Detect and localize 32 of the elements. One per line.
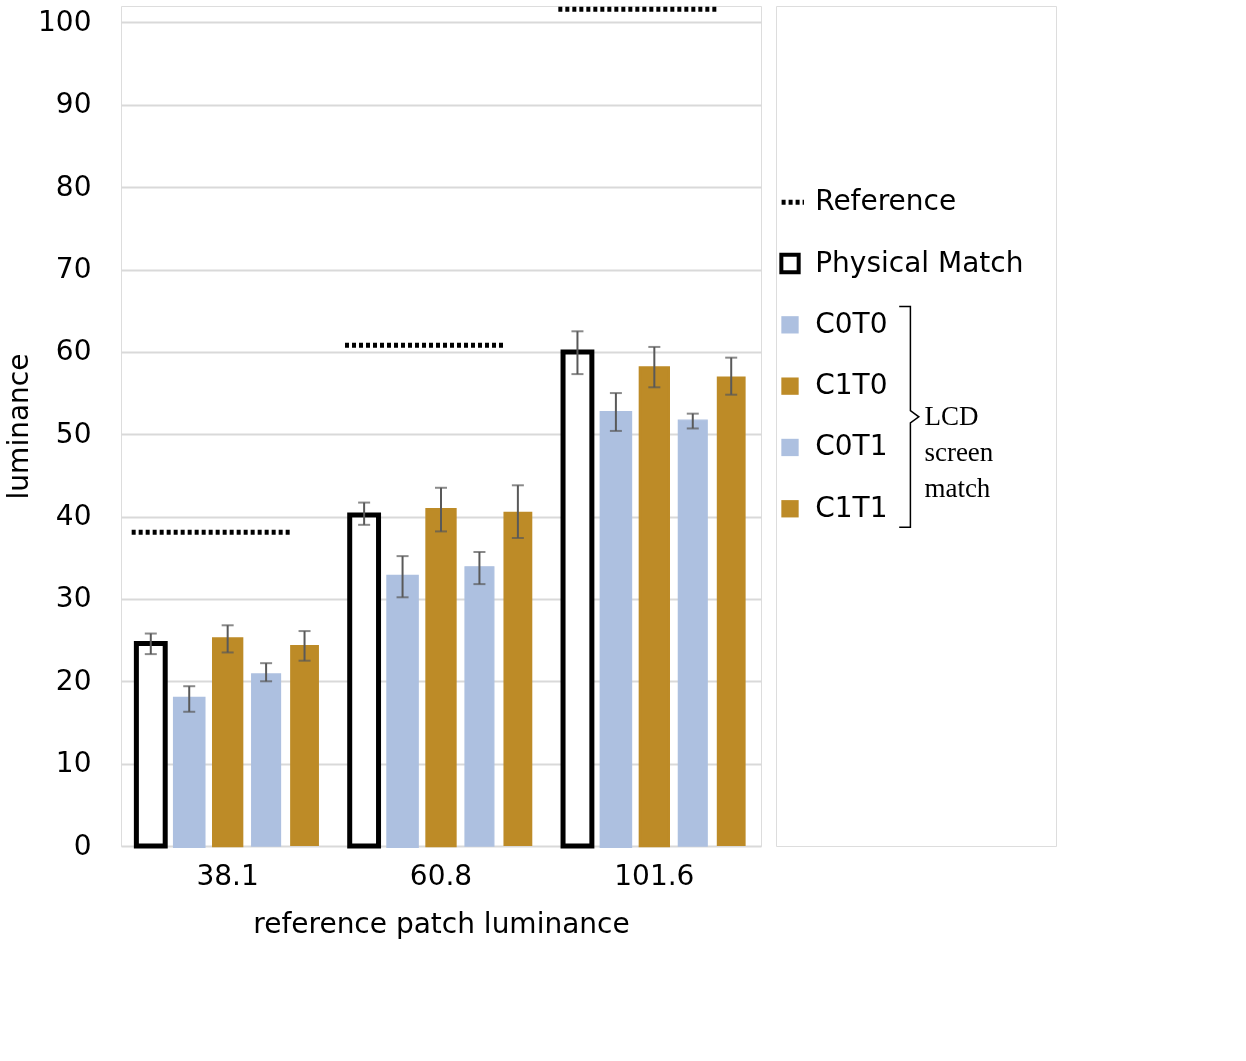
legend-label: Physical Match (815, 245, 1024, 279)
y-tick-label: 100 (38, 4, 92, 38)
y-tick-label: 0 (73, 828, 92, 862)
bar (464, 566, 495, 847)
bar (290, 645, 319, 846)
legend-label: C0T1 (815, 429, 888, 463)
y-tick-label: 40 (55, 499, 92, 533)
bar (212, 637, 244, 848)
y-axis-title: luminance (2, 353, 36, 500)
y-tick-label: 70 (55, 252, 92, 286)
legend-label: C1T0 (815, 368, 888, 402)
y-tick-label: 90 (55, 87, 92, 121)
x-axis-title: reference patch luminance (253, 906, 630, 940)
y-tick-label: 10 (55, 746, 92, 780)
bar (251, 673, 282, 847)
y-tick-label: 60 (55, 334, 92, 368)
x-tick-label: 60.8 (409, 858, 473, 892)
y-tick-label: 20 (55, 663, 92, 697)
y-tick-label: 80 (55, 169, 92, 203)
legend-label: C0T0 (815, 306, 888, 340)
bar (503, 511, 533, 846)
text: LCD screen match (924, 400, 994, 503)
bar (425, 507, 457, 848)
x-tick-label: 38.1 (196, 858, 259, 892)
bar (716, 376, 746, 846)
bar (638, 366, 670, 848)
y-tick-label: 30 (55, 581, 92, 615)
y-tick-label: 50 (55, 416, 92, 450)
x-tick-label: 101.6 (614, 858, 695, 892)
bar (677, 419, 708, 847)
legend-label: C1T1 (815, 490, 888, 524)
legend-label: Reference (815, 184, 957, 218)
